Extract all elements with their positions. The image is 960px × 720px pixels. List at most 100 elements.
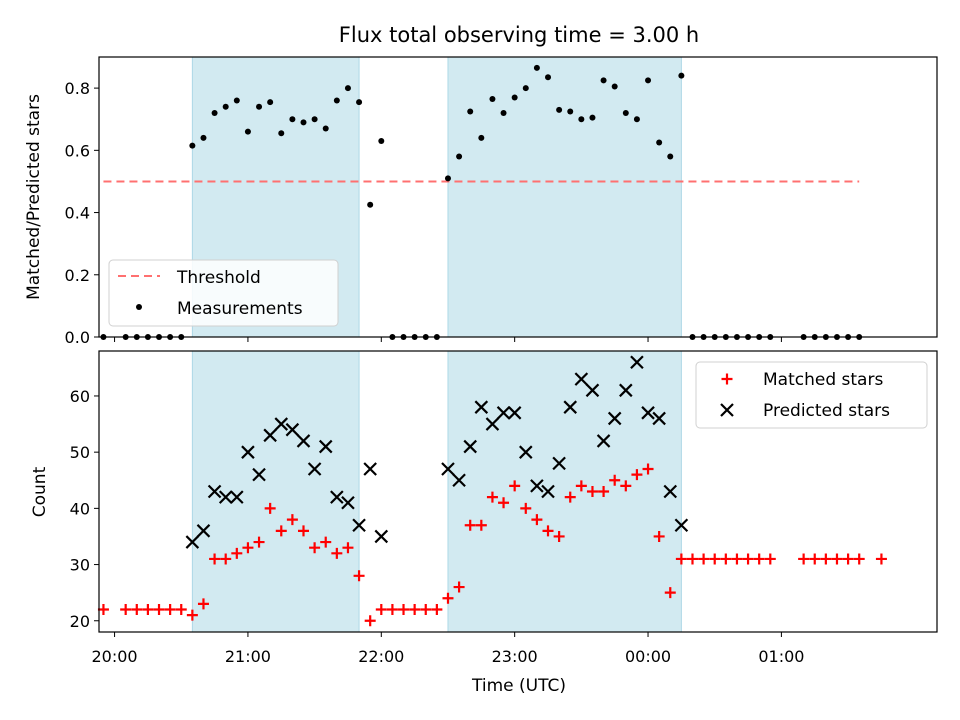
legend-measurements-label: Measurements: [177, 299, 303, 319]
bottom-predicted-stars-point: [496, 406, 511, 420]
top-measurements-point: [322, 125, 329, 132]
figure-title: Flux total observing time = 3.00 h: [339, 23, 699, 47]
top-measurements-point: [667, 153, 674, 160]
bottom-predicted-stars-point: [207, 484, 222, 499]
bottom-y-tick-label: 50: [70, 443, 90, 462]
bottom-predicted-stars-point: [363, 462, 377, 476]
bottom-shaded-interval-1: [191, 350, 360, 633]
top-measurements-point: [611, 83, 618, 90]
top-measurements-point: [633, 116, 640, 123]
top-measurements-point: [656, 139, 663, 146]
bottom-predicted-stars-point: [574, 372, 589, 386]
bottom-matched-stars-point: [453, 581, 465, 593]
bottom-predicted-stars-point: [519, 445, 533, 459]
bottom-y-tick-label: 40: [70, 499, 90, 518]
bottom-matched-stars-point: [342, 542, 354, 554]
bottom-predicted-stars-point: [330, 490, 344, 504]
bottom-predicted-stars-point: [352, 518, 366, 532]
top-legend-box: [108, 259, 339, 327]
bottom-predicted-stars-point: [341, 495, 355, 510]
top-y-tick-label: 0.8: [65, 79, 90, 98]
x-tick-label: 23:00: [492, 647, 538, 666]
bottom-predicted-stars-point: [619, 383, 633, 398]
bottom-matched-stars-point: [831, 553, 843, 565]
bottom-matched-stars-point: [798, 553, 810, 565]
bottom-legend-box: [695, 361, 928, 429]
bottom-matched-stars-point: [253, 536, 265, 548]
bottom-matched-stars-point: [175, 604, 187, 616]
bottom-predicted-stars-point: [274, 417, 289, 431]
bottom-predicted-stars-point: [452, 473, 466, 488]
top-measurements-point: [589, 114, 596, 121]
bottom-shaded-interval-2: [447, 350, 682, 633]
top-measurements-point: [267, 99, 274, 106]
bottom-matched-stars-point: [398, 604, 410, 616]
top-y-tick-label: 0.4: [65, 204, 90, 223]
bottom-matched-stars-point: [420, 604, 432, 616]
bottom-matched-stars-point: [598, 486, 610, 497]
bottom-predicted-stars-point: [252, 467, 266, 482]
bottom-matched-stars-point: [753, 553, 765, 565]
bottom-matched-stars-point: [97, 604, 109, 616]
bottom-matched-stars-point: [820, 553, 832, 565]
bottom-matched-stars-point: [564, 491, 576, 503]
x-tick-label: 01:00: [758, 647, 804, 666]
top-measurements-point: [556, 106, 563, 113]
bottom-matched-stars-point: [186, 609, 198, 621]
bottom-matched-stars-point: [631, 469, 643, 481]
bottom-matched-stars-point: [653, 530, 665, 542]
x-axis-label: Time (UTC): [471, 676, 566, 696]
bottom-y-tick-label: 30: [70, 556, 90, 575]
bottom-matched-stars-point: [675, 553, 687, 565]
bottom-matched-stars-point: [842, 553, 854, 565]
bottom-matched-stars-point: [809, 553, 821, 565]
y-axis-label-bottom: Count: [30, 466, 50, 517]
bottom-matched-stars-point: [731, 553, 743, 565]
bottom-matched-stars-point: [553, 530, 565, 542]
bottom-predicted-stars-point: [552, 456, 566, 471]
top-measurements-point: [578, 116, 585, 123]
top-measurements-point: [289, 116, 296, 123]
top-measurements-point: [367, 201, 374, 208]
top-measurements-point: [222, 103, 229, 110]
bottom-matched-stars-point: [286, 514, 298, 526]
bottom-predicted-stars-point: [474, 400, 489, 414]
bottom-matched-stars-point: [875, 553, 887, 565]
top-measurements-point: [256, 103, 263, 110]
bottom-axes-frame: [98, 350, 938, 633]
bottom-predicted-stars-point: [563, 400, 578, 414]
top-measurements-point: [478, 134, 485, 141]
y-axis-label-top: Matched/Predicted stars: [24, 94, 44, 300]
top-measurements-point: [333, 97, 340, 104]
bottom-predicted-stars-point: [663, 484, 678, 499]
top-measurements-point: [678, 72, 685, 79]
top-measurements-point: [244, 128, 251, 135]
bottom-matched-stars-point: [364, 615, 376, 627]
top-measurements-point: [378, 138, 385, 144]
bottom-matched-stars-point: [297, 525, 309, 537]
bottom-matched-stars-point: [575, 480, 587, 492]
top-measurements-point: [233, 97, 240, 104]
bottom-matched-stars-point: [620, 480, 632, 492]
bottom-matched-stars-point: [742, 553, 754, 565]
bottom-predicted-stars-point: [596, 434, 611, 448]
bottom-matched-stars-point: [153, 604, 165, 616]
top-measurements-point: [200, 134, 207, 141]
top-axes-frame: [98, 56, 938, 338]
bottom-matched-stars-point: [520, 502, 532, 514]
bottom-matched-stars-point: [242, 542, 254, 554]
bottom-predicted-stars-point: [230, 490, 244, 504]
bottom-predicted-stars-point: [607, 411, 622, 426]
top-measurements-point: [356, 99, 363, 106]
bottom-predicted-stars-point: [307, 462, 322, 476]
x-tick-label: 00:00: [625, 647, 671, 666]
bottom-predicted-stars-point: [241, 445, 255, 459]
bottom-matched-stars-point: [375, 604, 387, 616]
bottom-matched-stars-point: [264, 502, 276, 514]
x-tick-label: 20:00: [92, 647, 138, 666]
bottom-predicted-stars-point: [374, 529, 389, 544]
bottom-matched-stars-point: [164, 604, 176, 616]
bottom-matched-stars-point: [686, 553, 698, 565]
bottom-matched-stars-point: [386, 604, 398, 616]
